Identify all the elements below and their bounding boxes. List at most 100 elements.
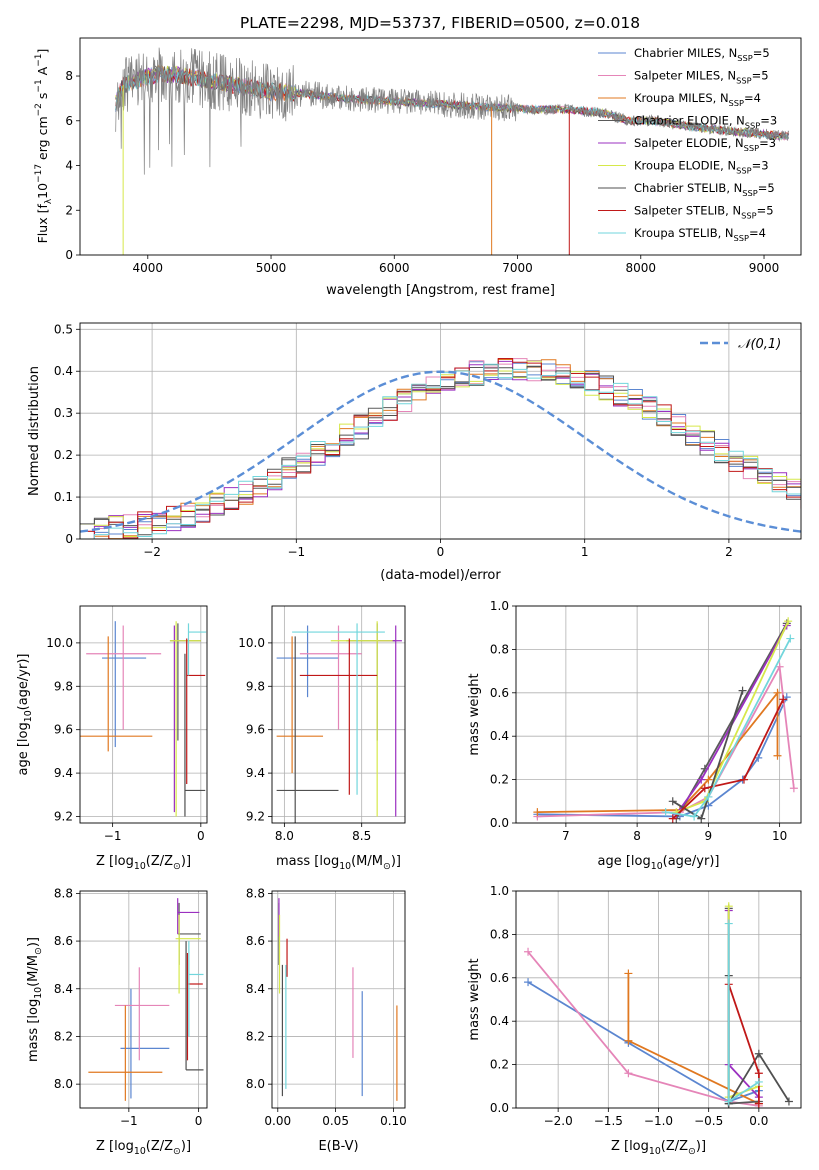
y-tick-label: 10.0 <box>238 636 265 650</box>
y-tick-label: 9.4 <box>54 766 73 780</box>
normal-curve <box>80 370 801 533</box>
z-weight-x-label: Z [log10(Z/Z⊙)] <box>611 1139 706 1157</box>
histogram-frame <box>79 322 802 540</box>
x-tick-label: −1.0 <box>644 1114 673 1128</box>
y-tick-label: 8.4 <box>246 982 265 996</box>
y-tick-label: 0.0 <box>490 1101 509 1115</box>
x-tick-label: 0.0 <box>749 1114 768 1128</box>
y-tick-label: 0.2 <box>54 448 73 462</box>
y-tick-label: 0.4 <box>54 364 73 378</box>
y-tick-label: 0.5 <box>54 322 73 336</box>
y-tick-label: 0.4 <box>490 729 509 743</box>
marker-chabrier-stelib <box>784 1097 793 1106</box>
series-salpeter-stelib <box>672 698 785 820</box>
y-tick-label: 0.6 <box>490 686 509 700</box>
z-mass-x-label: Z [log10(Z/Z⊙)] <box>96 1139 191 1157</box>
marker-kroupa-stelib <box>724 919 733 928</box>
marker-chabrier-stelib <box>754 1049 763 1058</box>
x-tick-label: 6000 <box>379 261 410 275</box>
x-tick-label: −2 <box>143 545 161 559</box>
y-tick-label: 0 <box>65 532 73 546</box>
x-tick-label: 9 <box>705 829 713 843</box>
y-tick-label: 0.8 <box>490 642 509 656</box>
z-age-axes: −1 0 9.2 9.4 9.6 9.8 10.0 <box>46 606 207 843</box>
z-weight-y-label: mass weight <box>467 958 482 1040</box>
z-mass-frame <box>79 890 208 1109</box>
y-tick-label: 9.4 <box>246 766 265 780</box>
marker-kroupa-stelib <box>754 1077 763 1086</box>
y-tick-label: 0.6 <box>490 971 509 985</box>
y-tick-label: 0.1 <box>54 490 73 504</box>
y-tick-label: 4 <box>65 159 73 173</box>
ebv-mass-points <box>278 898 398 1101</box>
x-tick-label: 4000 <box>133 261 164 275</box>
series-kroupa-miles <box>627 973 760 1105</box>
y-tick-label: 8.2 <box>246 1029 265 1043</box>
legend-label-chabrier-elodie: Chabrier ELODIE, NSSP=3 <box>634 114 777 131</box>
legend-label-kroupa-stelib: Kroupa STELIB, NSSP=4 <box>634 226 766 243</box>
x-tick-label: 10 <box>772 829 787 843</box>
histogram-axes: −2 −1 0 1 2 0 0.1 0.2 0.3 0.4 0.5 <box>54 322 801 559</box>
x-tick-label: 5000 <box>256 261 287 275</box>
x-tick-label: −2.0 <box>544 1114 573 1128</box>
legend-label-normal: 𝒩(0,1) <box>738 337 781 352</box>
marker-kroupa-stelib <box>661 808 670 817</box>
marker-salpeter-stelib <box>668 814 677 823</box>
marker-chabrier-stelib <box>738 686 747 695</box>
series-chabrier-miles <box>537 696 788 818</box>
marker-kroupa-elodie <box>724 902 733 911</box>
y-tick-label: 0.0 <box>490 816 509 830</box>
series-chabrier-elodie <box>675 622 788 820</box>
x-tick-label: 0.10 <box>380 1114 407 1128</box>
marker-chabrier-miles <box>524 978 533 987</box>
histogram-salpeter-miles <box>80 358 801 532</box>
marker-salpeter-stelib <box>754 1099 763 1108</box>
y-tick-label: 8 <box>65 69 73 83</box>
x-tick-label: 7 <box>562 829 570 843</box>
y-tick-label: 9.6 <box>246 723 265 737</box>
figure-title: PLATE=2298, MJD=53737, FIBERID=0500, z=0… <box>240 14 640 32</box>
x-tick-label: 7000 <box>502 261 533 275</box>
series-salpeter-miles <box>527 951 760 1107</box>
y-tick-label: 8.6 <box>54 934 73 948</box>
y-tick-label: 8.8 <box>54 886 73 900</box>
x-tick-label: −1 <box>287 545 305 559</box>
marker-salpeter-miles <box>775 662 784 671</box>
z-weight-series <box>524 902 793 1108</box>
observed-spectrum <box>115 47 790 175</box>
histogram-chabrier-elodie <box>80 366 801 539</box>
marker-kroupa-miles <box>624 969 633 978</box>
age-weight-series <box>533 617 798 823</box>
z-age-x-label: Z [log10(Z/Z⊙)] <box>96 854 191 872</box>
x-tick-label: 0 <box>197 829 205 843</box>
x-tick-label: −0.5 <box>694 1114 723 1128</box>
ebv-mass-frame <box>271 890 406 1109</box>
marker-salpeter-stelib <box>754 1069 763 1078</box>
z-age-y-label: age [log10(age/yr)] <box>16 654 34 776</box>
marker-kroupa-stelib <box>704 792 713 801</box>
spectrum-y-label: Flux [fλ10−17 erg cm−2 s−1 A−1] <box>34 49 54 244</box>
y-tick-label: 8.0 <box>246 1077 265 1091</box>
y-tick-label: 8.6 <box>246 934 265 948</box>
spectrum-frame <box>79 37 802 256</box>
y-tick-label: 10.0 <box>46 636 73 650</box>
y-tick-label: 8.4 <box>54 982 73 996</box>
series-chabrier-elodie <box>727 908 759 1105</box>
marker-salpeter-stelib <box>740 775 748 784</box>
y-tick-label: 2 <box>65 203 73 217</box>
y-tick-label: 9.2 <box>54 809 73 823</box>
histogram-bars <box>80 358 801 539</box>
y-tick-label: 0.4 <box>490 1014 509 1028</box>
marker-chabrier-stelib <box>697 814 706 823</box>
z-age-frame <box>79 605 208 824</box>
mass-age-frame <box>271 605 406 824</box>
y-tick-label: 0.2 <box>490 1058 509 1072</box>
z-mass-y-label: mass [log10(M/M⊙)] <box>26 937 44 1062</box>
legend-label-chabrier-stelib: Chabrier STELIB, NSSP=5 <box>634 181 775 198</box>
spectrum-legend: Chabrier MILES, NSSP=5 Salpeter MILES, NS… <box>598 46 777 243</box>
marker-kroupa-stelib <box>786 634 795 643</box>
marker-salpeter-elodie <box>697 775 706 784</box>
series-chabrier-miles <box>527 981 760 1103</box>
z-weight-frame <box>515 890 802 1109</box>
